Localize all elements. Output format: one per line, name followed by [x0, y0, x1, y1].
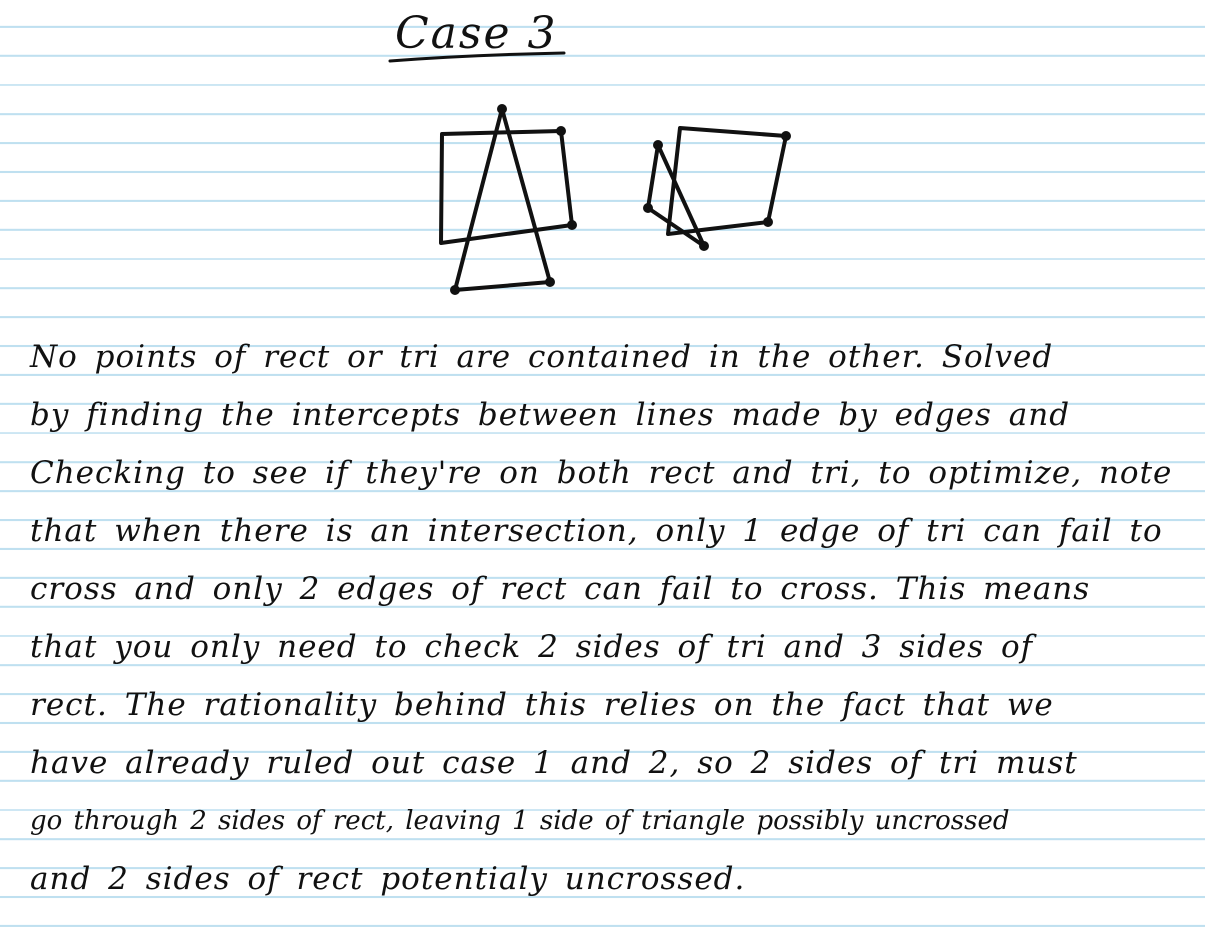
- title-underline: [388, 51, 566, 63]
- triangle-shape: [453, 107, 552, 292]
- triangle-shape: [646, 143, 706, 248]
- text-line: that you only need to check 2 sides of t…: [30, 629, 1034, 665]
- vertex-dot: [781, 131, 791, 141]
- text-line: go through 2 sides of rect, leaving 1 si…: [30, 806, 1010, 836]
- figure-rect-triangle-crossing: [439, 104, 577, 295]
- case-figures: [439, 104, 791, 295]
- vertex-dot: [653, 140, 663, 150]
- text-line: have already ruled out case 1 and 2, so …: [30, 745, 1078, 781]
- vertex-dot: [556, 126, 566, 136]
- vertex-dot: [497, 104, 507, 114]
- text-line: No points of rect or tri are contained i…: [30, 339, 1054, 375]
- page-title: Case 3: [395, 8, 558, 59]
- vertex-dot: [763, 217, 773, 227]
- text-line: that when there is an intersection, only…: [30, 513, 1163, 549]
- vertex-dot: [643, 203, 653, 213]
- vertex-dot: [450, 285, 460, 295]
- vertex-dot: [567, 220, 577, 230]
- text-line: cross and only 2 edges of rect can fail …: [30, 571, 1091, 607]
- vertex-dot: [545, 277, 555, 287]
- explanation-text: No points of rect or tri are contained i…: [30, 328, 1190, 908]
- text-line: Checking to see if they're on both rect …: [30, 455, 1173, 491]
- text-line: rect. The rationality behind this relies…: [30, 687, 1054, 723]
- figure-rect-triangle-edge: [643, 126, 791, 251]
- text-line: and 2 sides of rect potentialy uncrossed…: [30, 861, 746, 897]
- vertex-dot: [699, 241, 709, 251]
- text-line: by finding the intercepts between lines …: [30, 397, 1071, 433]
- rectangle-shape: [439, 129, 574, 245]
